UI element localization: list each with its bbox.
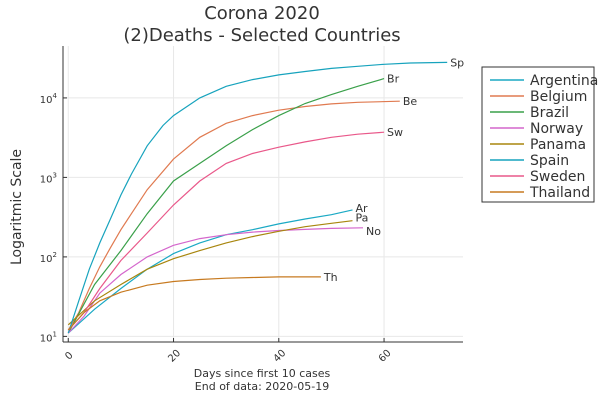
series-line-belgium [67,100,400,331]
x-tick-label: 0 [63,350,75,362]
x-tick-label: 40 [272,348,289,365]
y-tick-base: 10 [40,174,53,185]
legend-label-sweden: Sweden [530,169,585,185]
legend-label-norway: Norway [530,121,583,137]
y-tick-base: 10 [40,254,53,265]
chart-title-line-1: Corona 2020 [204,3,320,24]
grid-lines [63,46,463,342]
end-label-brazil: Br [387,73,400,86]
legend-label-spain: Spain [530,153,569,169]
x-axis-label-line-1: Days since first 10 cases [194,367,331,380]
y-tick-exponent: 3 [53,171,57,179]
y-tick-base: 10 [40,333,53,344]
y-tick-exponent: 1 [53,330,57,338]
legend-label-argentina: Argentina [530,73,598,89]
end-label-spain: Sp [450,56,464,69]
legend-label-panama: Panama [530,137,586,153]
legend-label-thailand: Thailand [529,185,590,201]
end-label-belgium: Be [403,95,418,108]
end-label-sweden: Sw [387,126,403,139]
y-tick-label: 102 [40,251,57,265]
series-line-sweden [67,131,385,331]
legend-label-belgium: Belgium [530,89,587,105]
series-line-spain [67,61,448,334]
end-label-argentina: Ar [355,202,368,215]
y-tick-exponent: 4 [53,92,58,100]
series-line-thailand [67,276,321,331]
legend-label-brazil: Brazil [530,105,569,121]
y-tick-exponent: 2 [53,251,57,259]
end-label-thailand: Th [323,271,338,284]
chart-title-line-2: (2)Deaths - Selected Countries [123,25,400,46]
x-tick-label: 20 [166,348,183,365]
end-label-panama: Pa [355,212,368,225]
y-tick-base: 10 [40,95,53,106]
legend-box [481,66,595,203]
end-label-norway: No [366,225,381,238]
y-tick-label: 104 [40,92,58,106]
y-axis-label: Logaritmic Scale [9,149,25,265]
x-axis-label-line-2: End of data: 2020-05-19 [195,380,329,393]
series-line-brazil [67,78,385,334]
y-tick-label: 103 [40,171,57,185]
series-line-panama [67,220,353,326]
legend: ArgentinaBelgiumBrazilNorwayPanamaSpainS… [481,66,598,203]
series-lines [67,61,448,334]
series-line-argentina [67,209,353,334]
x-tick-label: 60 [377,348,394,365]
series-line-norway [67,227,364,334]
y-tick-label: 101 [40,330,57,344]
